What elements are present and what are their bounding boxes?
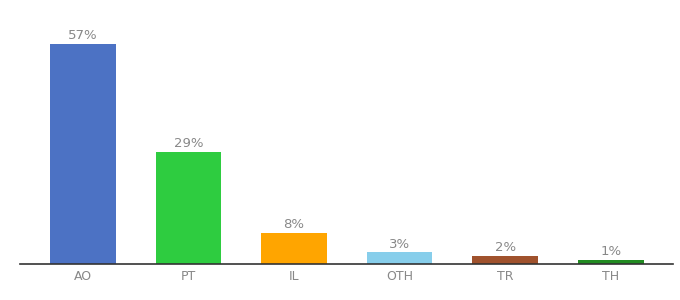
Bar — [473, 256, 538, 264]
Text: 57%: 57% — [68, 29, 98, 42]
Bar — [50, 44, 116, 264]
Text: 29%: 29% — [173, 137, 203, 150]
Bar — [578, 260, 643, 264]
Text: 1%: 1% — [600, 245, 622, 258]
Text: 3%: 3% — [389, 238, 410, 250]
Text: 2%: 2% — [494, 242, 515, 254]
Bar — [156, 152, 221, 264]
Bar — [367, 252, 432, 264]
Bar — [261, 233, 326, 264]
Text: 8%: 8% — [284, 218, 305, 231]
